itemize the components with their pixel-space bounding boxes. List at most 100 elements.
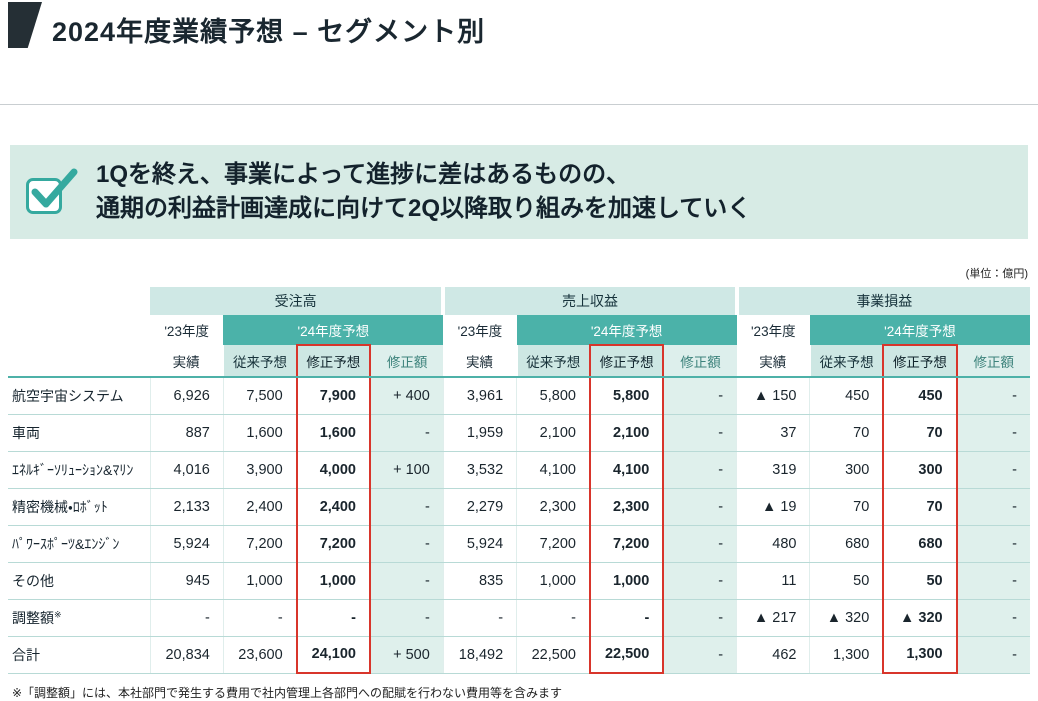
unit-label: (単位：億円)	[965, 268, 1028, 280]
value-cell: 11	[736, 562, 810, 600]
footnote-marker: ※	[54, 608, 62, 619]
value-cell: ▲ 320	[809, 599, 884, 637]
value-cell: 450	[882, 377, 958, 415]
value-cell: -	[369, 599, 444, 637]
fy23-header: '23年度	[736, 315, 810, 345]
value-cell: + 500	[369, 636, 444, 674]
table-row: その他 945 1,000 1,000-835 1,000 1,000-11 50 50-	[8, 562, 1030, 600]
value-cell: 835	[442, 562, 517, 600]
actual-header: 実績	[150, 345, 224, 378]
value-cell: 680	[882, 525, 958, 563]
table-row: 調整額※ - - - - - - - - ▲ 217 ▲ 320 ▲ 320-	[8, 599, 1030, 637]
value-cell: -	[956, 562, 1030, 600]
value-cell: -	[956, 451, 1030, 489]
value-cell: 2,300	[516, 488, 590, 526]
previous-forecast-header: 従来予想	[808, 345, 884, 378]
table-row: 精密機械・ﾛﾎﾞｯﾄ 2,133 2,400 2,400-2,279 2,300 2,30…	[8, 488, 1030, 526]
value-cell: 50	[882, 562, 958, 600]
checkmark-icon	[26, 168, 78, 216]
group-header-revenue: 売上収益	[441, 287, 737, 315]
page-title: 2024年度業績予想 – セグメント別	[52, 17, 486, 47]
value-cell: 22,500	[516, 636, 590, 674]
value-cell: 70	[882, 488, 958, 526]
segment-forecast-table: 受注高 売上収益 事業損益 '23年度 '24年度予想 '23年度 '24年度予…	[8, 287, 1030, 674]
segment-label: その他	[8, 562, 150, 600]
value-cell: 2,400	[295, 488, 371, 526]
blank-cell	[8, 345, 150, 378]
change-amount-header: 修正額	[662, 345, 737, 378]
table-row: 車両 887 1,600 1,600-1,959 2,100 2,100-37 70 70-	[8, 414, 1030, 452]
table-row: ｴﾈﾙｷﾞｰｿﾘｭｰｼｮﾝ&ﾏﾘﾝ 4,016 3,900 4,000 + 100 3,5…	[8, 451, 1030, 489]
value-cell: -	[662, 451, 737, 489]
value-cell: 5,924	[442, 525, 517, 563]
value-cell: ▲ 320	[882, 599, 958, 637]
value-cell: 24,100	[295, 636, 371, 674]
fy24-forecast-header: '24年度予想	[223, 315, 444, 345]
value-cell: -	[662, 377, 737, 415]
segment-label: ｴﾈﾙｷﾞｰｿﾘｭｰｼｮﾝ&ﾏﾘﾝ	[8, 451, 150, 489]
value-cell: + 100	[369, 451, 444, 489]
value-cell: 7,200	[588, 525, 665, 563]
value-cell: 70	[809, 488, 884, 526]
value-cell: 1,600	[295, 414, 371, 452]
group-header-orders: 受注高	[150, 287, 444, 315]
previous-forecast-header: 従来予想	[222, 345, 297, 378]
value-cell: 4,100	[516, 451, 590, 489]
revised-forecast-header: 修正予想	[295, 344, 371, 378]
value-cell: 7,200	[222, 525, 297, 563]
value-cell: 5,800	[588, 377, 665, 415]
value-cell: 1,000	[516, 562, 590, 600]
segment-label: 合計	[8, 636, 150, 674]
value-cell: 1,000	[295, 562, 371, 600]
value-cell: 2,300	[588, 488, 665, 526]
key-message-box: 1Qを終え、事業によって進捗に差はあるものの、 通期の利益計画達成に向けて2Q以…	[10, 145, 1028, 239]
value-cell: -	[369, 562, 444, 600]
value-cell: ▲ 150	[736, 377, 810, 415]
value-cell: -	[956, 525, 1030, 563]
value-cell: -	[956, 488, 1030, 526]
value-cell: 3,961	[442, 377, 517, 415]
value-cell: 1,959	[442, 414, 517, 452]
value-cell: 2,100	[588, 414, 665, 452]
fy24-forecast-header: '24年度予想	[809, 315, 1030, 345]
value-cell: 4,000	[295, 451, 371, 489]
segment-label: 車両	[8, 414, 150, 452]
value-cell: 7,500	[222, 377, 297, 415]
fy23-header: '23年度	[150, 315, 224, 345]
value-cell: + 400	[369, 377, 444, 415]
group-header-profit: 事業損益	[734, 287, 1030, 315]
value-cell: 20,834	[149, 636, 224, 674]
value-cell: 23,600	[222, 636, 297, 674]
value-cell: 7,200	[516, 525, 590, 563]
group-header-row: 受注高 売上収益 事業損益	[8, 287, 1030, 315]
value-cell: 1,000	[588, 562, 665, 600]
value-cell: 1,000	[222, 562, 297, 600]
value-cell: 5,924	[149, 525, 224, 563]
fy24-forecast-header: '24年度予想	[516, 315, 737, 345]
revised-forecast-header: 修正予想	[882, 344, 958, 378]
value-cell: -	[222, 599, 297, 637]
value-cell: ▲ 19	[736, 488, 810, 526]
segment-label: 精密機械・ﾛﾎﾞｯﾄ	[8, 488, 150, 526]
previous-forecast-header: 従来予想	[515, 345, 590, 378]
value-cell: 300	[882, 451, 958, 489]
value-cell: -	[149, 599, 224, 637]
title-bar: 2024年度業績予想 – セグメント別	[0, 0, 1038, 52]
value-cell: -	[369, 414, 444, 452]
fiscal-year-header-row: '23年度 '24年度予想 '23年度 '24年度予想 '23年度 '24年度予…	[8, 315, 1030, 345]
value-cell: -	[956, 599, 1030, 637]
value-cell: -	[369, 525, 444, 563]
value-cell: -	[956, 377, 1030, 415]
value-cell: 4,016	[149, 451, 224, 489]
table-row: 航空宇宙システム 6,926 7,500 7,900 + 400 3,961 5,800 5,…	[8, 377, 1030, 415]
segment-label: 調整額※	[8, 599, 150, 637]
change-amount-header: 修正額	[955, 345, 1030, 378]
actual-header: 実績	[736, 345, 810, 378]
segment-label: ﾊﾟﾜｰｽﾎﾟｰﾂ&ｴﾝｼﾞﾝ	[8, 525, 150, 563]
value-cell: -	[516, 599, 590, 637]
value-cell: 480	[736, 525, 810, 563]
value-cell: 22,500	[588, 636, 665, 674]
value-cell: 887	[149, 414, 224, 452]
value-cell: 300	[809, 451, 884, 489]
value-cell: 2,133	[149, 488, 224, 526]
